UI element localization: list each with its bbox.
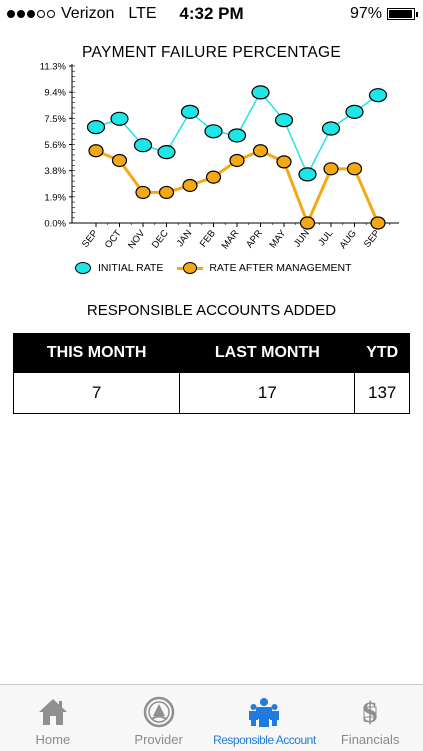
chart-legend: INITIAL RATE RATE AFTER MANAGEMENT <box>75 261 352 275</box>
data-point <box>182 178 198 193</box>
x-tick-label: OCT <box>103 228 124 251</box>
y-tick-label: 3.8% <box>44 166 66 177</box>
data-point <box>299 216 316 230</box>
data-point <box>323 162 339 176</box>
header-ytd: YTD <box>354 333 410 373</box>
data-point <box>204 124 223 139</box>
tab-home[interactable]: Home <box>0 685 106 751</box>
header-this-month: THIS MONTH <box>12 333 181 373</box>
signal-dot <box>7 10 15 18</box>
y-tick-label: 5.6% <box>44 140 66 151</box>
dollar-document-icon: $ <box>363 696 378 729</box>
x-tick-label: JUN <box>292 228 312 249</box>
svg-text:$: $ <box>363 696 378 729</box>
status-time: 4:32 PM <box>179 4 244 23</box>
data-point <box>251 85 270 100</box>
tab-label: Financials <box>340 732 400 747</box>
status-right: 97% <box>349 5 418 23</box>
home-icon <box>38 699 67 725</box>
data-point <box>135 185 151 200</box>
data-point <box>180 104 200 119</box>
y-tick-label: 1.9% <box>44 192 66 203</box>
x-tick-label: MAY <box>267 228 288 251</box>
network-type: LTE <box>128 5 157 22</box>
data-point <box>370 216 386 230</box>
battery-percent: 97% <box>349 5 382 22</box>
signal-dot <box>37 10 45 18</box>
data-point <box>158 185 175 200</box>
battery-fill <box>389 10 413 18</box>
section-title: RESPONSIBLE ACCOUNTS ADDED <box>86 302 337 319</box>
y-tick-label: 7.5% <box>44 114 66 125</box>
x-tick-label: DEC <box>150 228 171 251</box>
status-left: Verizon LTE <box>7 5 157 23</box>
battery-tip <box>416 12 418 17</box>
value-last-month: 17 <box>179 372 356 414</box>
x-tick-label: SEP <box>80 228 100 250</box>
data-point <box>276 155 292 169</box>
data-point <box>229 153 245 168</box>
responsible-accounts-table: THIS MONTH LAST MONTH YTD 7 17 137 <box>12 333 410 414</box>
tab-label: Home <box>35 732 71 747</box>
data-point <box>157 145 176 160</box>
x-tick-label: NOV <box>126 228 148 252</box>
data-point <box>321 121 341 136</box>
header-last-month: LAST MONTH <box>179 333 356 373</box>
tab-bar: Home Provider Responsible Account $ Fina… <box>0 684 423 751</box>
provider-seal-icon <box>143 696 174 728</box>
chart-title: PAYMENT FAILURE PERCENTAGE <box>81 44 341 61</box>
legend-label: RATE AFTER MANAGEMENT <box>209 262 352 274</box>
signal-dot <box>27 10 35 18</box>
signal-dot <box>17 10 25 18</box>
status-bar: Verizon LTE 4:32 PM 97% <box>0 0 423 28</box>
x-tick-label: APR <box>244 228 265 250</box>
data-point <box>298 167 317 182</box>
legend-item-rate-after-management: RATE AFTER MANAGEMENT <box>177 261 352 275</box>
tab-responsible-account[interactable]: Responsible Account <box>212 685 318 751</box>
x-tick-label: AUG <box>338 228 359 251</box>
data-point <box>133 138 153 153</box>
data-point <box>227 128 247 143</box>
table-row: 7 17 137 <box>12 372 410 414</box>
value-ytd: 137 <box>354 372 410 414</box>
table-header-row: THIS MONTH LAST MONTH YTD <box>12 333 410 373</box>
data-point <box>252 144 269 158</box>
data-point <box>88 144 104 158</box>
y-tick-label: 0.0% <box>44 219 66 230</box>
data-point <box>86 120 106 135</box>
tab-provider[interactable]: Provider <box>106 685 212 751</box>
people-icon <box>249 698 280 727</box>
data-point <box>111 153 128 168</box>
data-point <box>368 88 388 103</box>
legend-marker-icon <box>75 262 91 274</box>
data-point <box>346 162 363 176</box>
data-point <box>345 104 364 119</box>
x-tick-label: JAN <box>175 228 195 249</box>
legend-symbol <box>177 261 204 275</box>
data-point <box>274 113 294 128</box>
tab-label: Responsible Account <box>213 733 316 747</box>
tab-label: Provider <box>134 732 183 747</box>
signal-strength-icon <box>7 10 55 18</box>
battery-icon <box>387 8 418 20</box>
value-this-month: 7 <box>12 372 181 414</box>
signal-dot <box>47 10 55 18</box>
x-tick-label: MAR <box>220 228 242 252</box>
carrier-name: Verizon <box>61 5 115 22</box>
payment-failure-chart: 0.0%1.9%3.8%5.6%7.5%9.4%11.3%SEP OCT NOV DE… <box>40 62 399 252</box>
legend-label: INITIAL RATE <box>98 262 164 274</box>
legend-marker-icon <box>183 262 198 274</box>
y-tick-label: 9.4% <box>44 88 66 99</box>
legend-item-initial-rate: INITIAL RATE <box>75 262 163 274</box>
y-tick-label: 11.3% <box>40 62 67 73</box>
tab-financials[interactable]: $ Financials <box>317 685 423 751</box>
x-tick-label: FEB <box>198 228 218 249</box>
x-tick-label: SEP <box>362 228 382 250</box>
data-point <box>205 170 222 184</box>
x-tick-label: JUL <box>316 228 335 248</box>
data-point <box>110 111 129 126</box>
